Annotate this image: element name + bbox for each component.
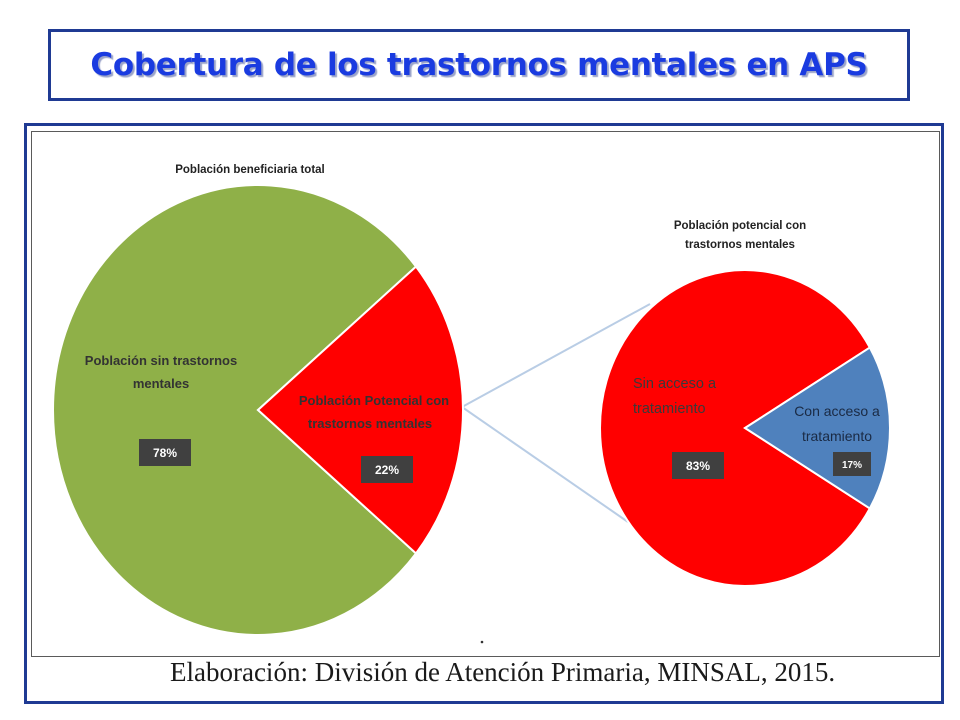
value-box-17: [833, 452, 871, 476]
value-label-17: 17%: [842, 460, 862, 471]
slice-label-con-acceso-line1: Con acceso a: [794, 403, 880, 419]
speck-mark: [480, 640, 484, 644]
connector-line-top: [461, 303, 651, 408]
pie-title-potencial-line2: trastornos mentales: [685, 239, 795, 251]
pie-slice-sin-acceso: [599, 269, 872, 587]
slice-label-sin-trastornos-line2: mentales: [133, 376, 189, 391]
value-box-22: [361, 456, 413, 483]
value-label-78: 78%: [153, 446, 177, 460]
pie-slice-sin-trastornos: [52, 184, 418, 636]
pie-title-total: Población beneficiaria total: [175, 164, 325, 176]
pie-title-potencial-line1: Población potencial con: [674, 220, 806, 232]
value-label-22: 22%: [375, 463, 399, 477]
slice-label-sin-acceso-line2: tratamiento: [633, 401, 706, 417]
slice-label-con-acceso-line2: tratamiento: [802, 428, 872, 444]
value-label-83: 83%: [686, 459, 710, 473]
value-box-78: [139, 439, 191, 466]
title-box: Cobertura de los trastornos mentales en …: [48, 29, 910, 101]
slice-label-potencial-line1: Población Potencial con: [299, 393, 449, 408]
page-title: Cobertura de los trastornos mentales en …: [90, 47, 868, 83]
slice-label-sin-acceso-line1: Sin acceso a: [633, 376, 717, 392]
slice-label-sin-trastornos-line1: Población sin trastornos: [85, 353, 237, 368]
value-box-83: [672, 452, 724, 479]
source-caption: Elaboración: División de Atención Primar…: [170, 657, 836, 687]
connector-line-bottom: [461, 406, 629, 523]
slice-label-potencial-line2: trastornos mentales: [308, 416, 432, 431]
